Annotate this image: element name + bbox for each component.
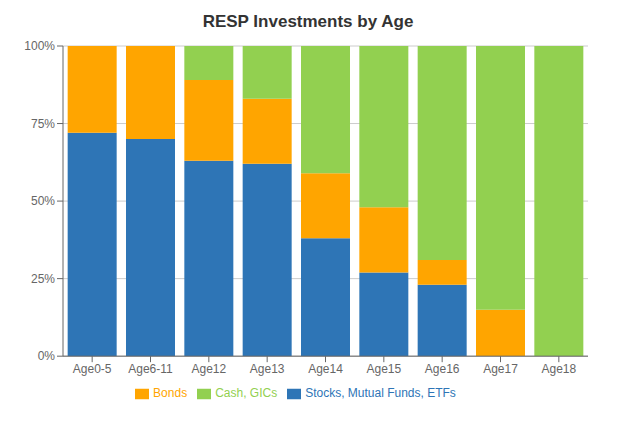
- svg-text:Age0-5: Age0-5: [73, 362, 112, 376]
- html-text:Cash, GICs: Cash, GICs: [215, 386, 278, 401]
- html-text:Stocks, Mutual Funds, ETFs: Stocks, Mutual Funds, ETFs: [305, 386, 456, 401]
- svg-text:Age13: Age13: [250, 362, 285, 376]
- svg-text:Age6-11: Age6-11: [128, 362, 173, 376]
- svg-text:Age18: Age18: [541, 362, 576, 376]
- svg-text:50%: 50%: [31, 194, 55, 208]
- html-text:Bonds: Bonds: [153, 386, 188, 401]
- svg-text:Age14: Age14: [308, 362, 343, 376]
- svg-text:100%: 100%: [24, 39, 55, 53]
- svg-text:Age17: Age17: [483, 362, 518, 376]
- svg-text:Age12: Age12: [191, 362, 226, 376]
- html-text:RESP Investments by Age: RESP Investments by Age: [202, 12, 414, 31]
- svg-text:0%: 0%: [38, 349, 56, 363]
- svg-text:Age16: Age16: [425, 362, 460, 376]
- svg-text:Age15: Age15: [366, 362, 401, 376]
- svg-text:75%: 75%: [31, 117, 55, 131]
- svg-text:25%: 25%: [31, 272, 55, 286]
